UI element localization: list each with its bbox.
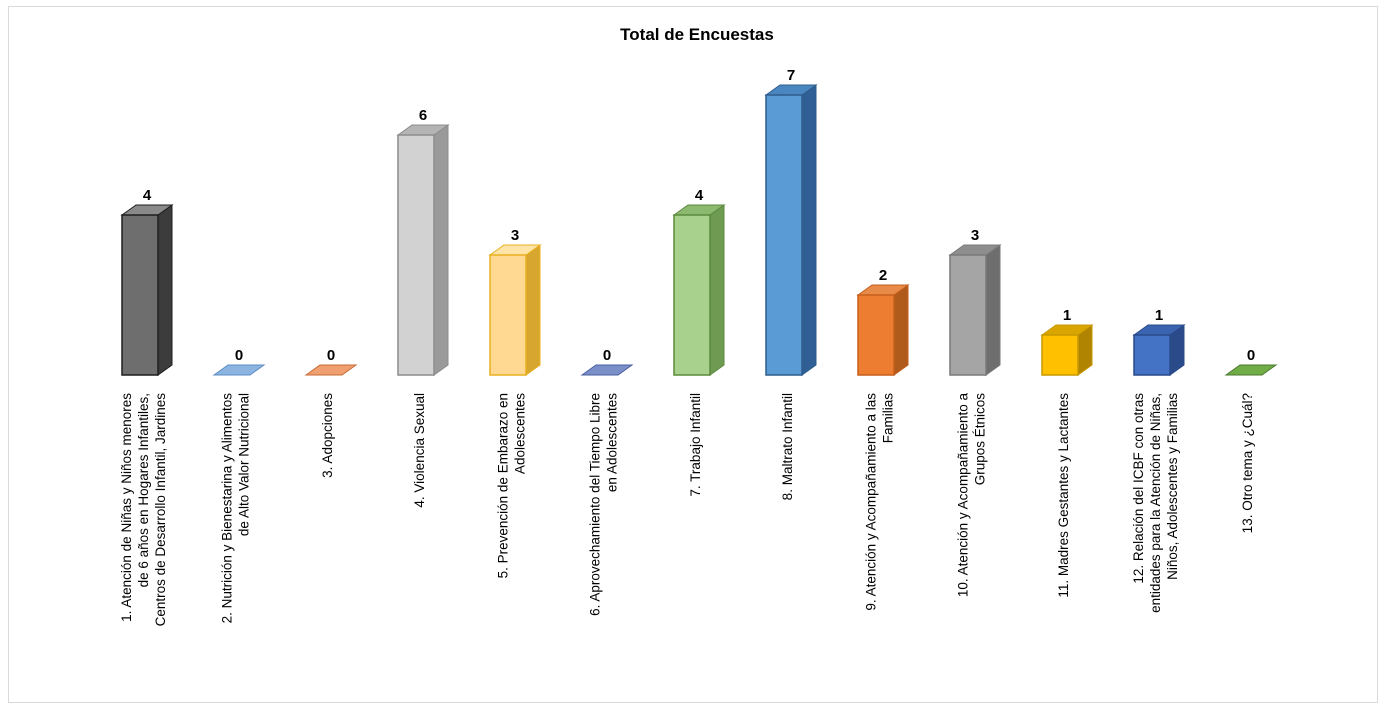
data-label-7: 4 bbox=[695, 187, 704, 204]
bar-2-floor bbox=[212, 364, 266, 376]
bar-7 bbox=[672, 204, 726, 376]
chart-title: Total de Encuestas bbox=[620, 25, 774, 44]
category-label-line: Adolescentes bbox=[513, 393, 528, 474]
bar-4-front bbox=[397, 134, 435, 376]
bar-4 bbox=[396, 124, 450, 376]
bar-13-floor bbox=[1224, 364, 1278, 376]
bar-3-floor bbox=[304, 364, 358, 376]
category-label-line: 6. Aprovechamiento del Tiempo Libre bbox=[588, 393, 603, 616]
category-label-line: Niños, Adolescentes y Familias bbox=[1165, 393, 1180, 580]
bar-9-side bbox=[893, 284, 909, 376]
category-label-line: de Alto Valor Nutricional bbox=[237, 393, 252, 536]
category-label-1: 1. Atención de Niñas y Niños menores de 6… bbox=[119, 393, 168, 627]
data-label-2: 0 bbox=[235, 347, 243, 364]
bar-6-floor bbox=[580, 364, 634, 376]
data-label-6: 0 bbox=[603, 347, 611, 364]
bar-11 bbox=[1040, 324, 1094, 376]
data-label-13: 0 bbox=[1247, 347, 1255, 364]
bar-1 bbox=[120, 204, 174, 376]
bar-11-front bbox=[1041, 334, 1079, 376]
bar-8 bbox=[764, 84, 818, 376]
category-label-line: 2. Nutrición y Bienestarina y Alimentos bbox=[220, 393, 235, 624]
category-label-12: 12. Relación del ICBF con otras entidades… bbox=[1131, 393, 1180, 613]
category-label-line: entidades para la Atención de Niñas, bbox=[1148, 393, 1163, 613]
category-label-7: 7. Trabajo Infantil bbox=[688, 393, 703, 497]
category-label-line: 5. Prevención de Embarazo en bbox=[496, 393, 511, 578]
category-label-line: 3. Adopciones bbox=[320, 393, 335, 478]
category-label-10: 10. Atención y Acompañamiento a Grupos Ét… bbox=[956, 393, 988, 598]
category-label-4: 4. Violencia Sexual bbox=[412, 393, 427, 508]
category-label-line: Familias bbox=[881, 393, 896, 444]
bar-8-front bbox=[765, 94, 803, 376]
category-label-line: 4. Violencia Sexual bbox=[412, 393, 427, 508]
category-label-line: 10. Atención y Acompañamiento a bbox=[956, 393, 971, 598]
bar-13 bbox=[1224, 364, 1278, 376]
category-label-line: 8. Maltrato Infantil bbox=[780, 393, 795, 500]
category-labels-group: 1. Atención de Niñas y Niños menores de 6… bbox=[119, 393, 1255, 627]
category-label-line: 7. Trabajo Infantil bbox=[688, 393, 703, 497]
category-label-line: 9. Atención y Acompañamiento a las bbox=[864, 393, 879, 611]
category-label-line: 13. Otro tema y ¿Cuál? bbox=[1240, 393, 1255, 533]
category-label-9: 9. Atención y Acompañamiento a las Famili… bbox=[864, 393, 896, 611]
data-label-4: 6 bbox=[419, 107, 427, 124]
category-label-line: en Adolescentes bbox=[605, 393, 620, 492]
category-label-line: 1. Atención de Niñas y Niños menores bbox=[119, 393, 134, 622]
bar-1-side bbox=[157, 204, 173, 376]
bar-5-side bbox=[525, 244, 541, 376]
data-label-12: 1 bbox=[1155, 307, 1163, 324]
data-label-9: 2 bbox=[879, 267, 887, 284]
data-label-5: 3 bbox=[511, 227, 519, 244]
category-label-3: 3. Adopciones bbox=[320, 393, 335, 478]
bar-9-front bbox=[857, 294, 895, 376]
category-label-8: 8. Maltrato Infantil bbox=[780, 393, 795, 500]
bar-8-side bbox=[801, 84, 817, 376]
bar-9 bbox=[856, 284, 910, 376]
category-label-line: Centros de Desarrollo Infantil, Jardines bbox=[153, 393, 168, 627]
bar-5-front bbox=[489, 254, 527, 376]
category-label-line: 11. Madres Gestantes y Lactantes bbox=[1056, 393, 1071, 598]
bar-10 bbox=[948, 244, 1002, 376]
data-label-10: 3 bbox=[971, 227, 979, 244]
bar-2 bbox=[212, 364, 266, 376]
bar-10-side bbox=[985, 244, 1001, 376]
bar-1-front bbox=[121, 214, 159, 376]
data-labels-group: 4 0 0 6 3 0 4 7 2 3 1 1 0 bbox=[143, 67, 1255, 364]
category-label-line: de 6 años en Hogares Infantiles, bbox=[136, 393, 151, 587]
bar-3 bbox=[304, 364, 358, 376]
category-label-5: 5. Prevención de Embarazo en Adolescentes bbox=[496, 393, 528, 579]
category-label-line: 12. Relación del ICBF con otras bbox=[1131, 393, 1146, 584]
category-label-line: Grupos Étnicos bbox=[973, 393, 988, 486]
category-label-6: 6. Aprovechamiento del Tiempo Libre en Ad… bbox=[588, 393, 620, 616]
data-label-3: 0 bbox=[327, 347, 335, 364]
category-label-2: 2. Nutrición y Bienestarina y Alimentos d… bbox=[220, 393, 252, 624]
bar-7-front bbox=[673, 214, 711, 376]
bars-group bbox=[120, 84, 1278, 376]
data-label-8: 7 bbox=[787, 67, 795, 84]
bar-4-side bbox=[433, 124, 449, 376]
bar-10-front bbox=[949, 254, 987, 376]
data-label-11: 1 bbox=[1063, 307, 1071, 324]
bar-12 bbox=[1132, 324, 1186, 376]
bar-7-side bbox=[709, 204, 725, 376]
category-label-11: 11. Madres Gestantes y Lactantes bbox=[1056, 393, 1071, 598]
category-label-13: 13. Otro tema y ¿Cuál? bbox=[1240, 393, 1255, 533]
bar-12-front bbox=[1133, 334, 1171, 376]
data-label-1: 4 bbox=[143, 187, 152, 204]
bar-5 bbox=[488, 244, 542, 376]
bar-6 bbox=[580, 364, 634, 376]
